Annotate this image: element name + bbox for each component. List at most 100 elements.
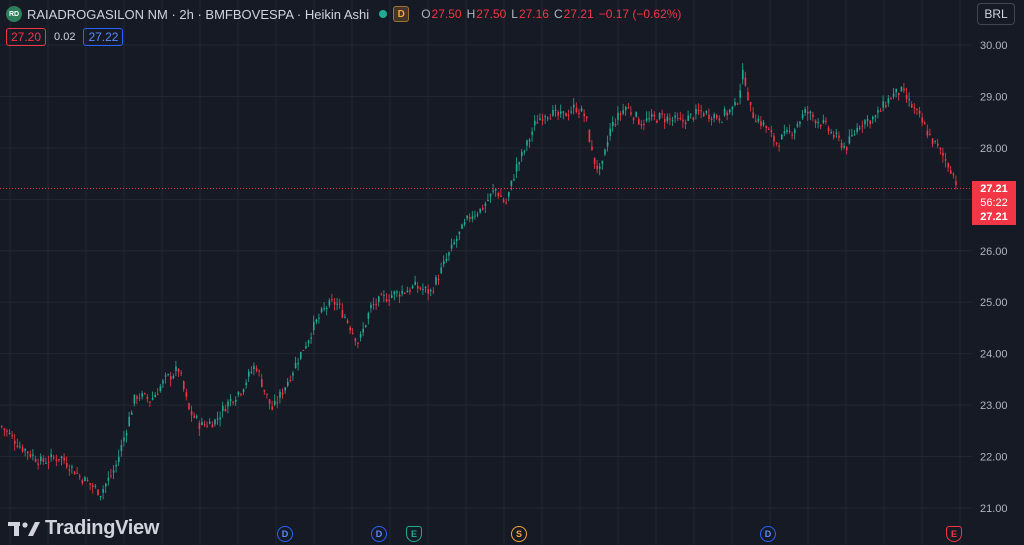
candle-body <box>534 120 536 126</box>
candle-body <box>240 393 242 395</box>
candle-body <box>214 419 216 425</box>
candle-body <box>817 122 819 124</box>
candle-body <box>235 399 237 403</box>
candle-body <box>349 327 351 331</box>
candle-body <box>248 371 250 377</box>
candle-body <box>705 111 708 113</box>
candle-body <box>643 124 645 126</box>
candle-body <box>661 113 663 115</box>
candle-body <box>261 379 263 387</box>
candle-body <box>42 458 45 462</box>
candle-body <box>354 338 357 342</box>
candle-body <box>180 372 182 374</box>
candle-body <box>279 391 281 398</box>
sell-price-button[interactable]: 27.20 <box>6 28 47 46</box>
candle-body <box>469 217 471 219</box>
candle-body <box>739 90 741 98</box>
event-marker-s[interactable]: S <box>511 526 527 542</box>
candle-body <box>905 94 908 100</box>
buy-price-button[interactable]: 27.22 <box>83 28 124 46</box>
candle-body <box>731 106 734 110</box>
candle-body <box>648 118 650 120</box>
candle-body <box>687 115 689 121</box>
event-marker-d[interactable]: D <box>371 526 387 542</box>
candle-body <box>380 294 383 296</box>
candle-body <box>653 114 656 117</box>
candle-body <box>112 470 115 473</box>
symbol-logo[interactable]: RD <box>6 6 22 22</box>
candle-body <box>162 380 164 384</box>
candle-body <box>552 109 554 116</box>
candle-body <box>612 121 614 127</box>
candle-body <box>448 252 450 256</box>
candle-body <box>253 365 255 369</box>
last-price-value-2: 27.21 <box>980 211 1008 223</box>
candle-body <box>874 115 877 118</box>
candle-body <box>487 199 489 201</box>
candle-body <box>570 111 572 113</box>
event-marker-e[interactable]: E <box>406 526 422 542</box>
candle-body <box>505 202 507 204</box>
candle-body <box>710 118 713 121</box>
candle-body <box>461 224 463 229</box>
candle-body <box>799 121 801 124</box>
candle-body <box>658 113 661 119</box>
candle-body <box>151 397 154 400</box>
candle-body <box>320 308 323 313</box>
candle-body <box>32 454 34 456</box>
candle-body <box>786 130 788 133</box>
price-tick-label: 25.00 <box>980 297 1008 309</box>
dividend-badge[interactable]: D <box>393 6 410 22</box>
ohlc-value-h: 27.50 <box>476 7 507 21</box>
candle-body <box>500 195 502 197</box>
candle-body <box>27 451 29 454</box>
candle-body <box>872 116 874 120</box>
market-status-dot[interactable] <box>379 10 388 18</box>
candle-body <box>120 444 123 452</box>
candle-body <box>718 118 721 121</box>
candle-body <box>92 485 94 487</box>
candle-body <box>859 127 861 129</box>
candle-body <box>463 222 466 225</box>
candle-body <box>778 145 780 147</box>
currency-button[interactable]: BRL <box>977 3 1015 25</box>
candle-body <box>125 433 128 436</box>
candle-body <box>263 389 266 392</box>
candle-body <box>53 457 55 459</box>
candle-body <box>71 466 73 468</box>
candle-body <box>900 86 903 92</box>
candle-body <box>596 165 598 170</box>
candle-body <box>682 119 684 122</box>
candle-body <box>866 118 869 121</box>
candle-body <box>357 342 359 344</box>
candle-body <box>289 379 292 381</box>
candle-body <box>885 105 887 108</box>
candle-body <box>690 113 692 115</box>
candle-body <box>365 325 367 327</box>
tradingview-watermark[interactable]: TradingView <box>8 517 159 540</box>
candle-body <box>435 277 437 285</box>
candle-body <box>346 320 349 323</box>
candle-body <box>456 238 458 241</box>
candle-body <box>105 483 107 487</box>
candle-body <box>16 445 19 448</box>
candle-body <box>370 304 372 308</box>
candle-body <box>492 190 494 192</box>
candle-body <box>432 291 435 293</box>
price-tick-label: 22.00 <box>980 452 1008 464</box>
candle-body <box>775 142 778 144</box>
event-marker-e[interactable]: E <box>946 526 962 542</box>
candle-body <box>1 426 3 428</box>
candle-body <box>417 286 419 289</box>
candle-body <box>66 463 68 467</box>
candle-body <box>950 170 952 174</box>
symbol-title[interactable]: RAIADROGASILON NM · 2h · BMFBOVESPA · He… <box>27 6 370 22</box>
candle-body <box>851 135 853 137</box>
candle-body <box>695 108 697 115</box>
candle-body <box>424 286 427 288</box>
candle-body <box>554 109 557 111</box>
event-marker-d[interactable]: D <box>277 526 293 542</box>
event-marker-d[interactable]: D <box>760 526 776 542</box>
candle-body <box>458 231 461 235</box>
